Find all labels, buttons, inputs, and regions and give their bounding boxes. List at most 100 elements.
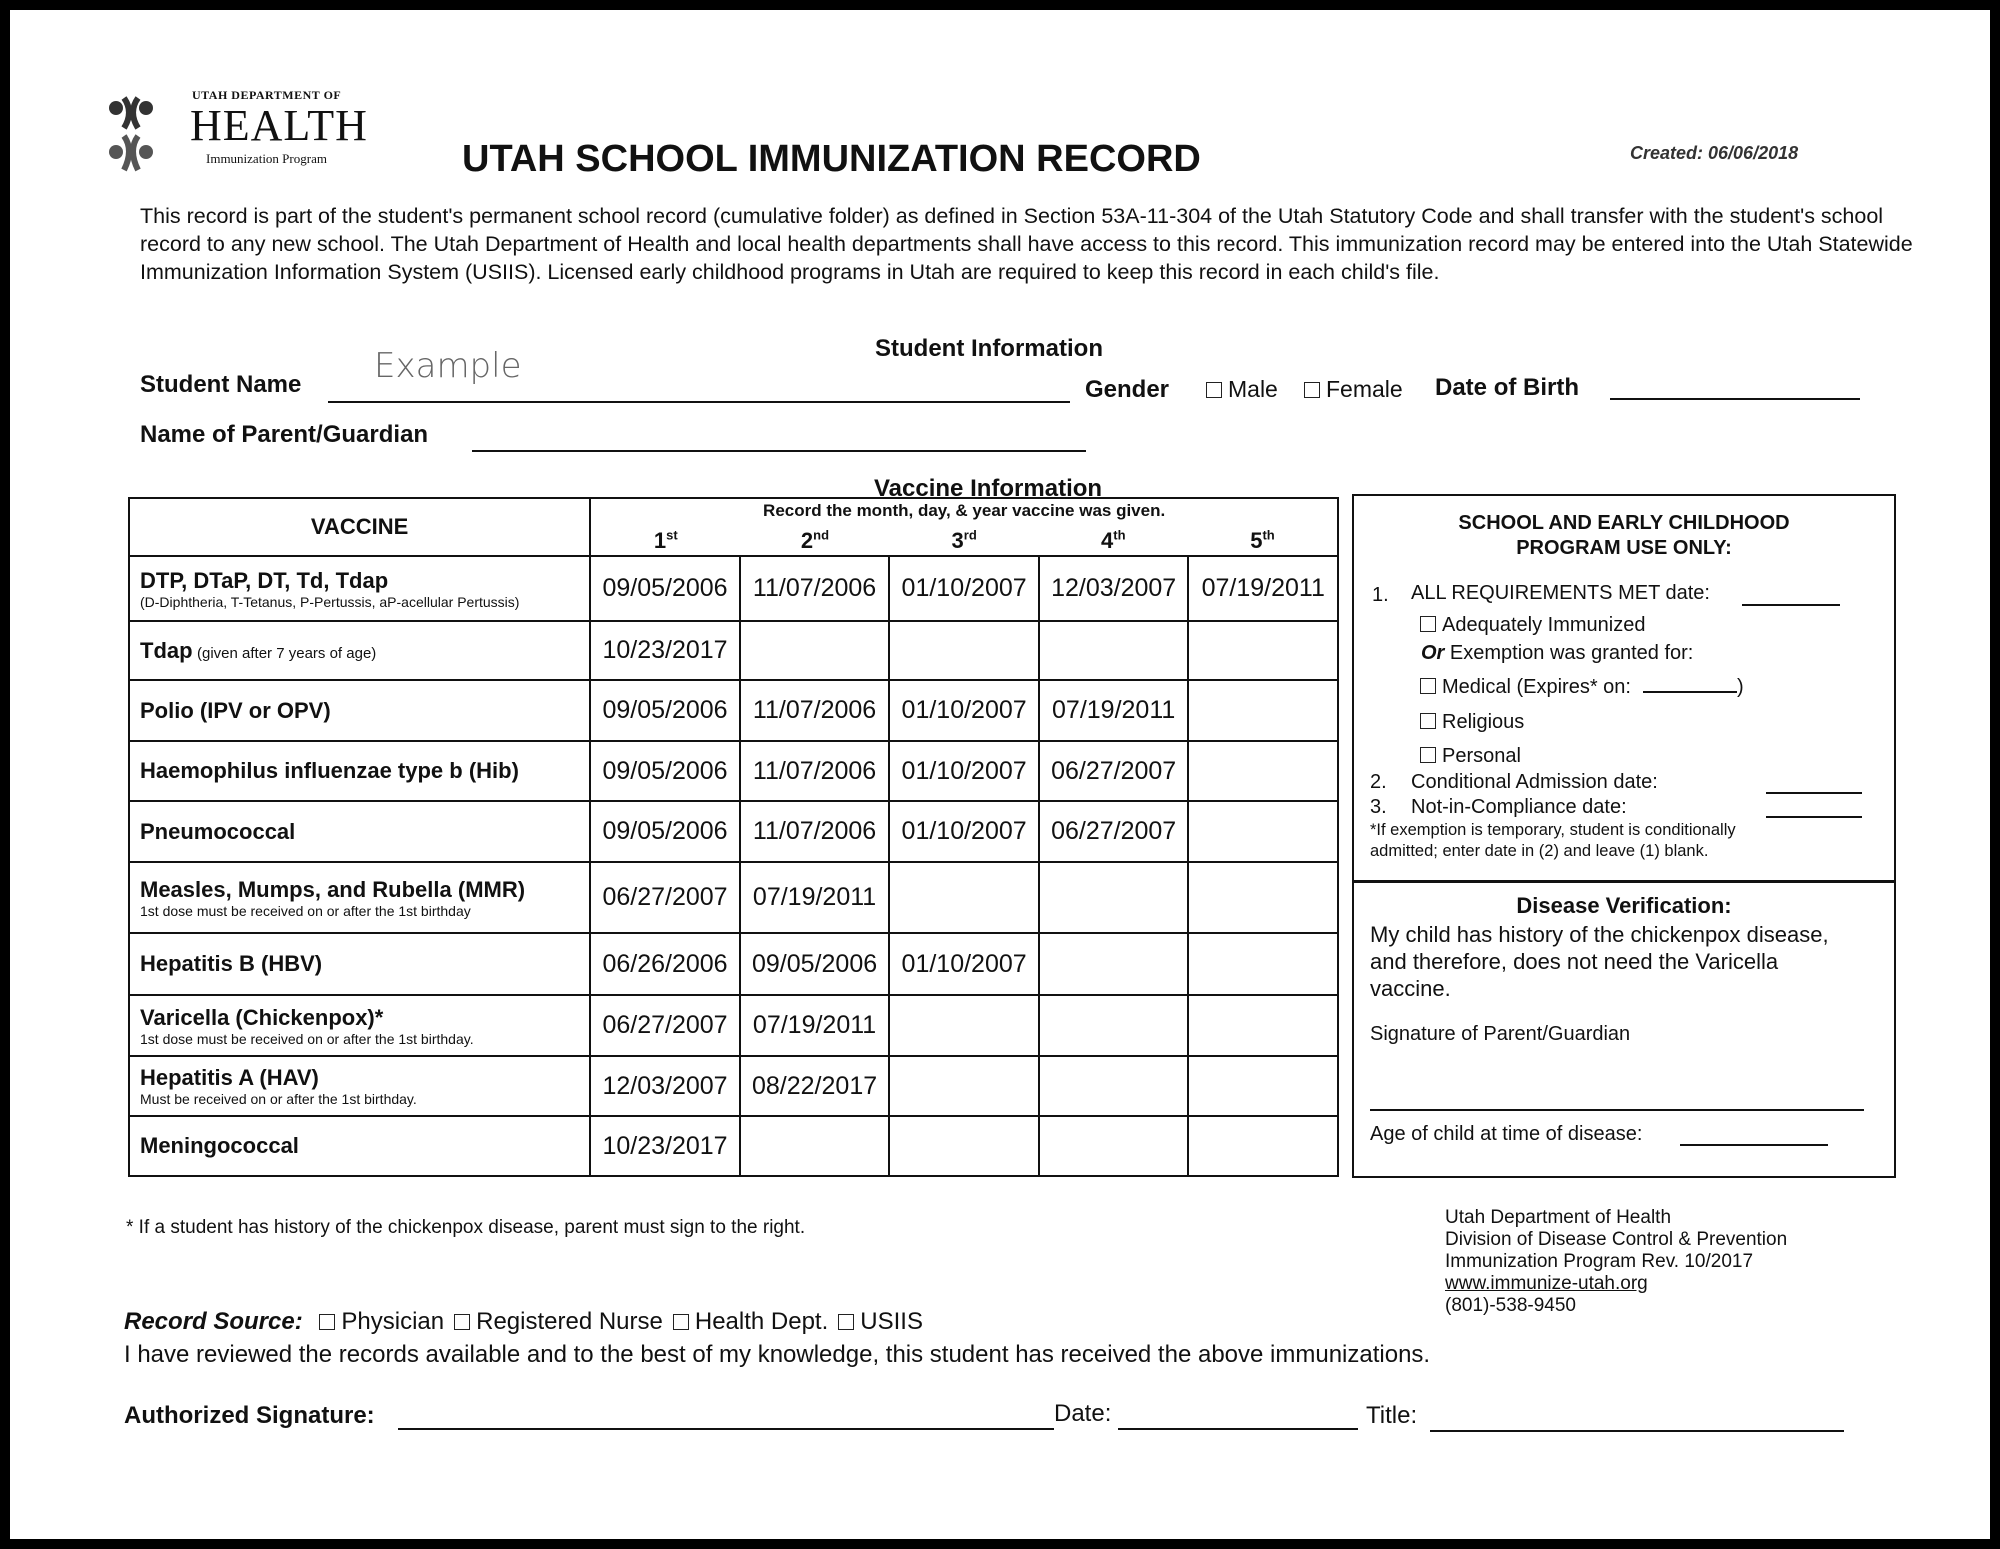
personal-checkbox[interactable] (1420, 747, 1436, 763)
student-name-value[interactable]: Example (374, 346, 522, 386)
dose-date-cell[interactable]: 11/07/2006 (738, 679, 891, 742)
dose-date-cell[interactable]: 06/27/2007 (1037, 740, 1190, 802)
dose-date-cell[interactable]: 09/05/2006 (589, 800, 741, 863)
dose-date-cell[interactable] (1187, 932, 1339, 996)
record-source-option[interactable]: USIIS (834, 1308, 923, 1335)
vaccine-row: Hepatitis A (HAV) Must be received on or … (127, 1055, 1339, 1117)
requirements-met-label: ALL REQUIREMENTS MET date: (1411, 582, 1710, 604)
dose-date-cell[interactable] (738, 620, 891, 681)
authorized-signature-line[interactable] (398, 1428, 1054, 1430)
dose-date-cell[interactable]: 06/27/2007 (1037, 800, 1190, 863)
dose-date-cell[interactable] (1187, 620, 1339, 681)
dose-date-cell[interactable]: 06/27/2007 (589, 994, 741, 1057)
record-source-checkbox[interactable] (838, 1314, 855, 1330)
personal-option[interactable]: Personal (1416, 745, 1521, 767)
dose-date-cell[interactable] (738, 1115, 891, 1177)
dose-date-cell[interactable]: 01/10/2007 (888, 679, 1040, 742)
dose-date-cell[interactable] (1187, 800, 1339, 863)
dose-date-cell[interactable] (888, 994, 1040, 1057)
dose-date-cell[interactable] (1187, 994, 1339, 1057)
dose-date-cell[interactable]: 10/23/2017 (589, 1115, 741, 1177)
adequately-immunized-checkbox[interactable] (1420, 616, 1436, 632)
dose-date-cell[interactable] (1187, 679, 1339, 742)
dose-date-cell[interactable]: 11/07/2006 (738, 740, 891, 802)
age-at-disease-label: Age of child at time of disease: (1370, 1123, 1643, 1145)
dose-date-cell[interactable] (888, 620, 1040, 681)
religious-checkbox[interactable] (1420, 713, 1436, 729)
conditional-admission-line[interactable] (1766, 792, 1862, 794)
dose-date-cell[interactable] (1037, 994, 1190, 1057)
dose-date-cell[interactable] (888, 861, 1040, 934)
vaccine-name: Hepatitis B (HBV) (140, 951, 323, 976)
dose-date-cell[interactable]: 08/22/2017 (738, 1055, 891, 1117)
dose-date-cell[interactable]: 07/19/2011 (738, 994, 891, 1057)
dose-date-cell[interactable]: 07/19/2011 (1037, 679, 1190, 742)
dose-date-cell[interactable] (888, 1055, 1040, 1117)
medical-option[interactable]: Medical (Expires* on:) (1416, 676, 1744, 698)
org-website-link[interactable]: www.immunize-utah.org (1445, 1273, 1648, 1294)
vaccine-row: DTP, DTaP, DT, Td, Tdap (D-Diphtheria, T-… (127, 555, 1339, 622)
dose-date-cell[interactable] (1187, 740, 1339, 802)
adequately-immunized-option[interactable]: Adequately Immunized (1416, 614, 1645, 636)
record-source-checkbox[interactable] (454, 1314, 471, 1330)
vaccine-name: Pneumococcal (140, 818, 296, 844)
medical-checkbox[interactable] (1420, 678, 1436, 694)
doses-column-header: Record the month, day, & year vaccine wa… (589, 497, 1339, 557)
vaccine-name: Polio (IPV or OPV) (140, 697, 331, 723)
record-source-option[interactable]: Health Dept. (669, 1308, 828, 1335)
exemption-note2: admitted; enter date in (2) and leave (1… (1370, 842, 1709, 860)
dob-line[interactable] (1610, 398, 1860, 400)
dose-date-cell[interactable]: 07/19/2011 (1187, 555, 1339, 622)
vaccine-note: (given after 7 years of age) (197, 644, 377, 662)
record-source-option[interactable]: Physician (315, 1308, 444, 1335)
student-name-label: Student Name (140, 371, 302, 398)
dose-date-cell[interactable]: 06/27/2007 (589, 861, 741, 934)
dose-date-cell[interactable]: 07/19/2011 (738, 861, 891, 934)
requirements-met-date-line[interactable] (1742, 604, 1840, 606)
female-checkbox[interactable] (1304, 382, 1320, 398)
dose-date-cell[interactable]: 01/10/2007 (888, 800, 1040, 863)
student-name-line (328, 401, 1070, 403)
dose-date-cell[interactable] (1037, 861, 1190, 934)
dose-date-cell[interactable] (1187, 861, 1339, 934)
title-line[interactable] (1430, 1430, 1844, 1432)
dob-label: Date of Birth (1435, 374, 1579, 401)
dose-date-cell[interactable]: 11/07/2006 (738, 555, 891, 622)
item3-number: 3. (1370, 796, 1387, 818)
record-source-text: USIIS (860, 1308, 923, 1335)
dose-date-cell[interactable] (1037, 620, 1190, 681)
dose-date-cell[interactable]: 09/05/2006 (589, 740, 741, 802)
dose-date-cell[interactable] (1187, 1055, 1339, 1117)
dose-date-cell[interactable]: 10/23/2017 (589, 620, 741, 681)
date-line[interactable] (1118, 1428, 1358, 1430)
dose-date-cell[interactable] (1037, 932, 1190, 996)
not-in-compliance-line[interactable] (1766, 816, 1862, 818)
gender-female-option[interactable]: Female (1300, 376, 1403, 403)
parent-signature-line[interactable] (1370, 1109, 1864, 1111)
dose-date-cell[interactable]: 01/10/2007 (888, 555, 1040, 622)
dose-date-cell[interactable]: 12/03/2007 (589, 1055, 741, 1117)
dose-date-cell[interactable] (1187, 1115, 1339, 1177)
dose-date-cell[interactable]: 01/10/2007 (888, 740, 1040, 802)
medical-expiry-line[interactable] (1642, 691, 1737, 693)
parent-name-line[interactable] (472, 450, 1086, 452)
dose-date-cell[interactable]: 01/10/2007 (888, 932, 1040, 996)
dose-date-cell[interactable]: 09/05/2006 (589, 555, 741, 622)
gender-male-option[interactable]: Male (1202, 376, 1278, 403)
record-source-option[interactable]: Registered Nurse (450, 1308, 663, 1335)
dose-date-cell[interactable]: 06/26/2006 (589, 932, 741, 996)
dose-date-cell[interactable] (1037, 1115, 1190, 1177)
record-source-checkbox[interactable] (319, 1314, 336, 1330)
dose-date-cell[interactable] (888, 1115, 1040, 1177)
male-checkbox[interactable] (1206, 382, 1222, 398)
dose-date-cell[interactable]: 12/03/2007 (1037, 555, 1190, 622)
exemption-note1: *If exemption is temporary, student is c… (1370, 821, 1736, 839)
age-at-disease-line[interactable] (1680, 1144, 1828, 1146)
dose-date-cell[interactable]: 09/05/2006 (589, 679, 741, 742)
dose-date-cell[interactable] (1037, 1055, 1190, 1117)
record-source-checkbox[interactable] (672, 1314, 689, 1330)
disease-text3: vaccine. (1370, 976, 1451, 1001)
religious-option[interactable]: Religious (1416, 711, 1524, 733)
dose-date-cell[interactable]: 11/07/2006 (738, 800, 891, 863)
dose-date-cell[interactable]: 09/05/2006 (738, 932, 891, 996)
